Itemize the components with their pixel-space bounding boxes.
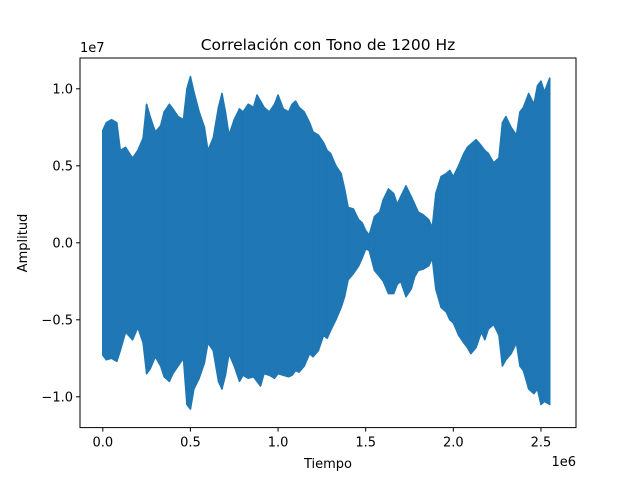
x-tick-label: 0.5 — [180, 436, 201, 451]
x-tick-label: 1.5 — [355, 436, 376, 451]
y-tick-label: 0.0 — [52, 236, 73, 251]
y-axis-label: Amplitud — [16, 214, 31, 273]
x-tick-label: 2.0 — [443, 436, 464, 451]
x-axis: 0.0 0.5 1.0 1.5 2.0 2.5 — [92, 427, 552, 451]
x-tick-label: 1.0 — [268, 436, 289, 451]
x-offset-text: 1e6 — [551, 455, 576, 470]
chart-title: Correlación con Tono de 1200 Hz — [201, 36, 456, 54]
y-axis: −1.0 −0.5 0.0 0.5 1.0 — [41, 82, 80, 405]
x-tick-label: 0.0 — [92, 436, 113, 451]
y-tick-label: −0.5 — [41, 313, 73, 328]
x-axis-label: Tiempo — [303, 457, 352, 472]
plot-data-layer — [101, 75, 551, 410]
y-tick-label: −1.0 — [41, 390, 73, 405]
x-tick-label: 2.5 — [531, 436, 552, 451]
y-tick-label: 1.0 — [52, 82, 73, 97]
y-offset-text: 1e7 — [80, 41, 105, 56]
y-tick-label: 0.5 — [52, 159, 73, 174]
